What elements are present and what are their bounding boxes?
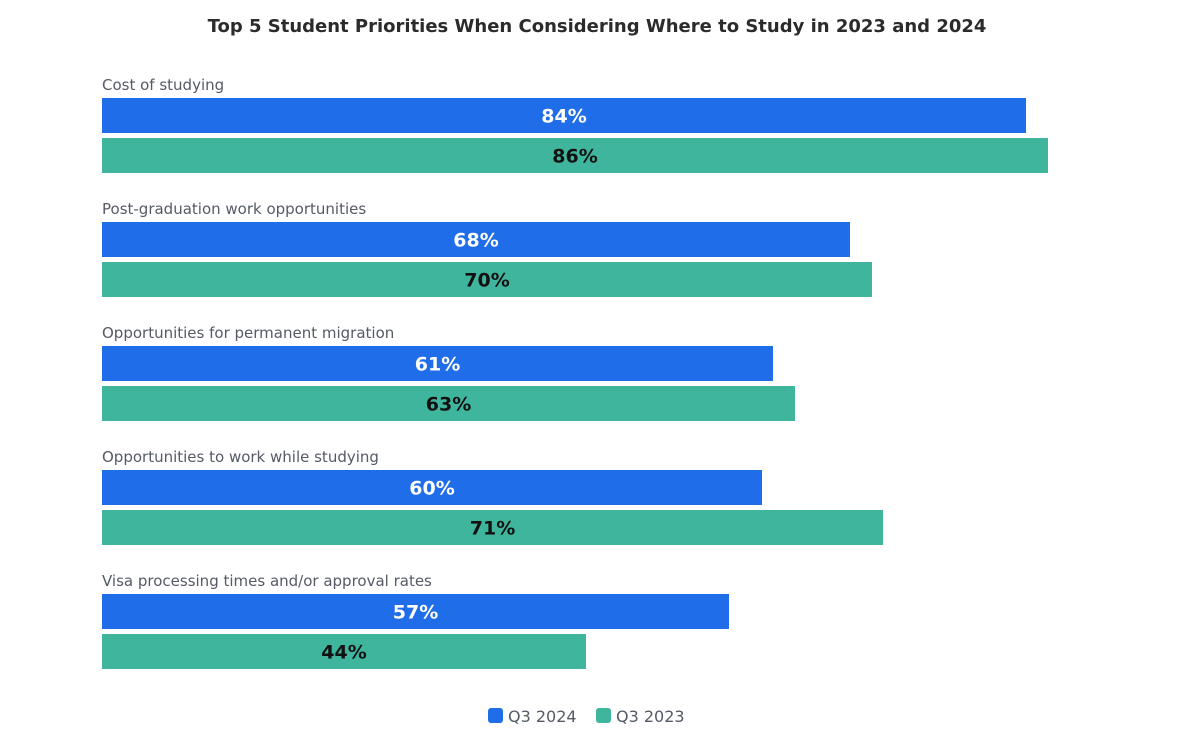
category-label: Opportunities for permanent migration xyxy=(102,324,394,342)
data-label: 71% xyxy=(470,518,515,540)
bar-q3-2023 xyxy=(102,262,872,297)
chart-title: Top 5 Student Priorities When Considerin… xyxy=(208,16,987,37)
data-label: 60% xyxy=(409,478,454,500)
bar-q3-2024 xyxy=(102,594,729,629)
category-label: Opportunities to work while studying xyxy=(102,448,379,466)
legend-swatch xyxy=(596,708,611,723)
data-label: 61% xyxy=(415,354,460,376)
bar-q3-2023 xyxy=(102,138,1048,173)
plot-area: Cost of studying 84% 86% Post-graduation wo… xyxy=(102,76,1048,669)
legend-label: Q3 2024 xyxy=(508,707,577,726)
bar-q3-2023 xyxy=(102,510,883,545)
data-label: 44% xyxy=(321,642,366,664)
category-label: Cost of studying xyxy=(102,76,224,94)
bar-q3-2024 xyxy=(102,470,762,505)
legend: Q3 2024 Q3 2023 xyxy=(488,707,685,726)
data-label: 70% xyxy=(464,270,509,292)
bar-q3-2024 xyxy=(102,222,850,257)
data-label: 68% xyxy=(453,230,498,252)
legend-swatch xyxy=(488,708,503,723)
bar-q3-2023 xyxy=(102,634,586,669)
bar-q3-2024 xyxy=(102,346,773,381)
category-label: Post-graduation work opportunities xyxy=(102,200,366,218)
data-label: 57% xyxy=(393,602,438,624)
data-label: 63% xyxy=(426,394,471,416)
legend-label: Q3 2023 xyxy=(616,707,685,726)
bar-q3-2024 xyxy=(102,98,1026,133)
bar-q3-2023 xyxy=(102,386,795,421)
data-label: 84% xyxy=(541,106,586,128)
category-label: Visa processing times and/or approval ra… xyxy=(102,572,432,590)
data-label: 86% xyxy=(552,146,597,168)
